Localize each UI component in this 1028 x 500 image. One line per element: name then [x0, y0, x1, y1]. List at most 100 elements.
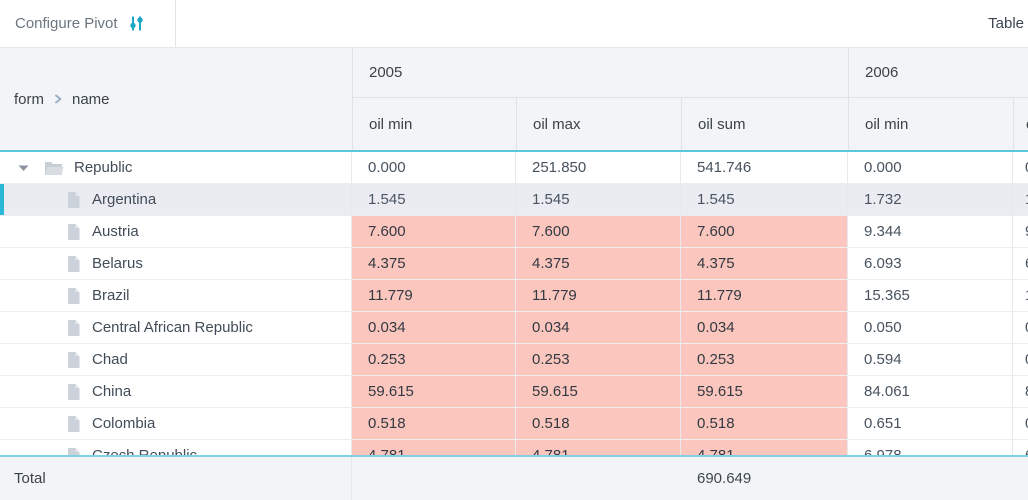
data-cell[interactable]: 4.375 — [516, 248, 681, 279]
data-cell[interactable]: 251.850 — [516, 152, 681, 183]
column-header-oil-min-2005[interactable]: oil min — [352, 98, 516, 150]
data-cell[interactable]: 11.779 — [516, 280, 681, 311]
data-cell[interactable]: 0.518 — [681, 408, 848, 439]
file-icon — [66, 351, 81, 369]
data-cell[interactable]: 1.545 — [352, 184, 516, 215]
data-cell[interactable]: 4.781 — [681, 440, 848, 455]
data-cell[interactable]: 0.651 — [1013, 408, 1028, 439]
data-cell[interactable]: 15.365 — [848, 280, 1013, 311]
data-cell[interactable]: 0.050 — [1013, 312, 1028, 343]
data-cell[interactable]: 0.000 — [352, 152, 516, 183]
table-row-chad[interactable]: Chad 0.253 0.253 0.253 0.594 0.594 — [0, 344, 1028, 376]
data-cell[interactable]: 1.732 — [848, 184, 1013, 215]
table-row-brazil[interactable]: Brazil 11.779 11.779 11.779 15.365 15.36… — [0, 280, 1028, 312]
sliders-icon — [127, 14, 146, 33]
row-header-argentina[interactable]: Argentina — [0, 184, 352, 215]
table-row-austria[interactable]: Austria 7.600 7.600 7.600 9.344 9.344 — [0, 216, 1028, 248]
data-cell[interactable]: 1.545 — [516, 184, 681, 215]
data-cell[interactable]: 1.732 — [1013, 184, 1028, 215]
row-header-central-african-republic[interactable]: Central African Republic — [0, 312, 352, 343]
data-cell[interactable]: 7.600 — [352, 216, 516, 247]
table-row-argentina[interactable]: Argentina 1.545 1.545 1.545 1.732 1.732 — [0, 184, 1028, 216]
data-cell[interactable]: 15.365 — [1013, 280, 1028, 311]
row-header-czech-republic[interactable]: Czech Republic — [0, 440, 352, 455]
data-cell[interactable]: 6.978 — [848, 440, 1013, 455]
row-label: China — [92, 383, 132, 400]
data-cell[interactable]: 541.746 — [681, 152, 848, 183]
data-cell[interactable]: 9.344 — [848, 216, 1013, 247]
column-header-oil-max-2005[interactable]: oil max — [516, 98, 681, 150]
data-cell[interactable]: 59.615 — [516, 376, 681, 407]
breadcrumb-field-form[interactable]: form — [14, 90, 44, 108]
table-row-central-african-republic[interactable]: Central African Republic 0.034 0.034 0.0… — [0, 312, 1028, 344]
row-header-colombia[interactable]: Colombia — [0, 408, 352, 439]
column-header-area: form name 2005 2006 oil min oil max oil … — [0, 48, 1028, 150]
data-cell[interactable]: 0.594 — [1013, 344, 1028, 375]
row-label: Brazil — [92, 287, 130, 304]
configure-pivot-button[interactable]: Configure Pivot — [0, 0, 176, 47]
column-group-2005[interactable]: 2005 — [352, 48, 848, 98]
data-cell[interactable]: 0.000 — [848, 152, 1013, 183]
data-cell[interactable]: 84.061 — [1013, 376, 1028, 407]
column-group-2006[interactable]: 2006 — [848, 48, 1028, 98]
data-cell[interactable]: 59.615 — [681, 376, 848, 407]
row-header-austria[interactable]: Austria — [0, 216, 352, 247]
row-header-brazil[interactable]: Brazil — [0, 280, 352, 311]
caret-down-icon[interactable] — [18, 164, 30, 172]
data-cell[interactable]: 59.615 — [352, 376, 516, 407]
row-header-republic[interactable]: Republic — [0, 152, 352, 183]
data-cell[interactable]: 6.978 — [1013, 440, 1028, 455]
table-row-china[interactable]: China 59.615 59.615 59.615 84.061 84.061 — [0, 376, 1028, 408]
chevron-right-icon — [52, 93, 64, 105]
column-header-oil-max-2006[interactable]: oil max — [1013, 98, 1028, 150]
data-cell[interactable]: 84.061 — [848, 376, 1013, 407]
data-cell[interactable]: 0.253 — [681, 344, 848, 375]
data-cell[interactable]: 0.594 — [848, 344, 1013, 375]
breadcrumb: form name — [14, 91, 110, 108]
grand-total-oil-sum: 690.649 — [697, 470, 752, 487]
row-header-belarus[interactable]: Belarus — [0, 248, 352, 279]
data-cell[interactable]: 0.253 — [516, 344, 681, 375]
data-cell[interactable]: 4.375 — [352, 248, 516, 279]
column-header-oil-min-2006[interactable]: oil min — [848, 98, 1013, 150]
view-switcher-table[interactable]: Table — [988, 15, 1024, 32]
data-cell[interactable]: 6.093 — [848, 248, 1013, 279]
data-cell[interactable]: 0.253 — [352, 344, 516, 375]
data-cell[interactable]: 7.600 — [681, 216, 848, 247]
data-cell[interactable]: 0.518 — [516, 408, 681, 439]
data-cell[interactable]: 11.779 — [352, 280, 516, 311]
data-cell[interactable]: 0.518 — [352, 408, 516, 439]
data-cell[interactable]: 0.651 — [848, 408, 1013, 439]
data-cell[interactable]: 4.781 — [352, 440, 516, 455]
file-icon — [66, 287, 81, 305]
data-cell[interactable]: 0.034 — [681, 312, 848, 343]
header-divider-line — [0, 150, 1028, 152]
folder-icon — [44, 160, 64, 176]
data-cell[interactable]: 7.600 — [516, 216, 681, 247]
table-row-republic[interactable]: Republic 0.000 251.850 541.746 0.000 0.0… — [0, 152, 1028, 184]
data-cell[interactable]: 1.545 — [681, 184, 848, 215]
data-cell[interactable]: 0.034 — [516, 312, 681, 343]
file-icon — [66, 223, 81, 241]
data-cell[interactable]: 9.344 — [1013, 216, 1028, 247]
row-header-chad[interactable]: Chad — [0, 344, 352, 375]
grand-total-label: Total — [0, 457, 352, 500]
data-cell[interactable]: 0.000 — [1013, 152, 1028, 183]
row-label: Chad — [92, 351, 128, 368]
table-row-belarus[interactable]: Belarus 4.375 4.375 4.375 6.093 6.093 — [0, 248, 1028, 280]
data-cell[interactable]: 0.034 — [352, 312, 516, 343]
data-cell[interactable]: 6.093 — [1013, 248, 1028, 279]
row-header-china[interactable]: China — [0, 376, 352, 407]
column-header-oil-sum-2005[interactable]: oil sum — [681, 98, 848, 150]
file-icon — [66, 383, 81, 401]
data-cell[interactable]: 11.779 — [681, 280, 848, 311]
table-row-colombia[interactable]: Colombia 0.518 0.518 0.518 0.651 0.651 — [0, 408, 1028, 440]
data-cell[interactable]: 4.781 — [516, 440, 681, 455]
breadcrumb-field-name[interactable]: name — [72, 90, 110, 108]
data-cell[interactable]: 0.050 — [848, 312, 1013, 343]
row-label: Czech Republic — [92, 447, 197, 455]
row-label: Austria — [92, 223, 139, 240]
data-cell[interactable]: 4.375 — [681, 248, 848, 279]
table-row-czech-republic[interactable]: Czech Republic 4.781 4.781 4.781 6.978 6… — [0, 440, 1028, 455]
toolbar: Configure Pivot Table — [0, 0, 1028, 48]
